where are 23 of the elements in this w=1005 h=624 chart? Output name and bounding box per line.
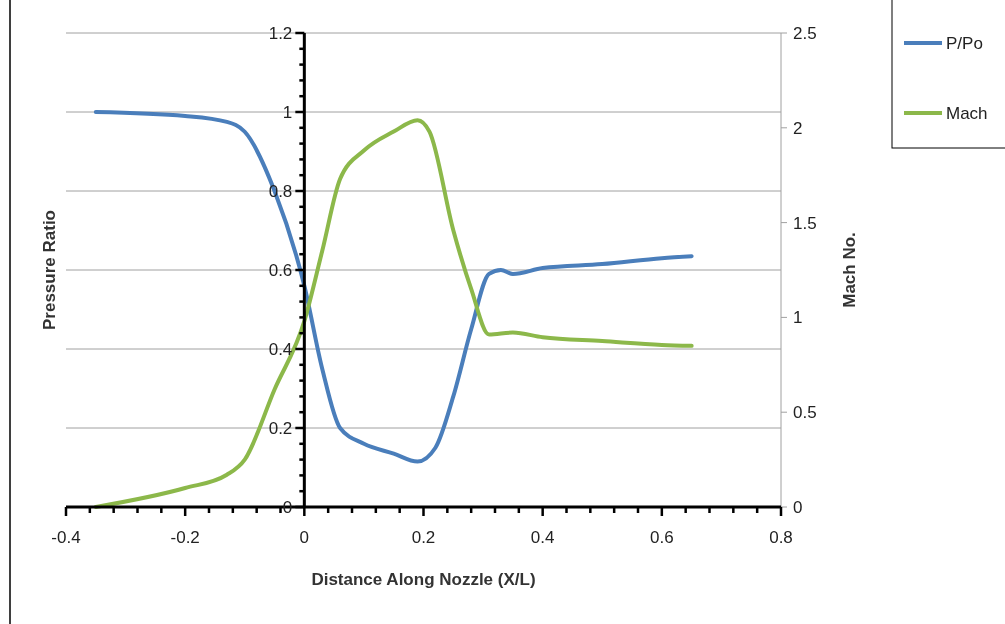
y-tick-label: 0.4 — [268, 339, 293, 359]
y-tick-label: 0.6 — [268, 260, 293, 280]
x-tick-label: 0.8 — [769, 528, 793, 547]
y2-tick-label: 1 — [793, 308, 803, 328]
y2-tick-label: 0.5 — [793, 403, 817, 423]
x-tick-label: 0.4 — [530, 528, 555, 547]
y2-tick-label: 0 — [793, 497, 803, 517]
legend-label: Mach — [946, 103, 988, 123]
y2-tick-label: 2.5 — [793, 23, 817, 43]
y-tick-label: 1.2 — [268, 23, 293, 43]
legend-label: P/Po — [946, 33, 983, 53]
x-tick-label: 0.2 — [411, 528, 436, 547]
x-tick-label: -0.4 — [51, 528, 81, 547]
y2-tick-label: 1.5 — [793, 213, 817, 233]
x-axis-title: Distance Along Nozzle (X/L) — [311, 570, 536, 589]
y-tick-label: 0.2 — [268, 418, 293, 438]
x-tick-label: -0.2 — [170, 528, 200, 547]
x-tick-label: 0.6 — [650, 528, 674, 547]
x-tick-label: 0 — [299, 528, 310, 547]
y2-axis-title: Mach No. — [840, 232, 859, 308]
y2-tick-label: 2 — [793, 118, 803, 138]
y-tick-label: 1 — [282, 102, 293, 122]
y-axis-title: Pressure Ratio — [40, 210, 59, 330]
